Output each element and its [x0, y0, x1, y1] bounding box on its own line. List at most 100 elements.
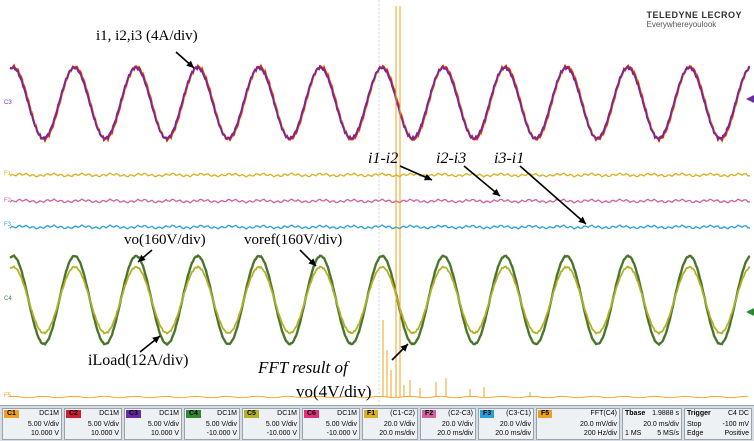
channel-scale: 5.00 V/div: [87, 421, 119, 428]
channel-box-c3[interactable]: C3 DC1M 5.00 V/div 10.000 V: [124, 408, 182, 440]
channel-label: C3: [126, 410, 141, 418]
channel-coupling: DC1M: [99, 410, 119, 417]
channel-scale: 5.00 V/div: [265, 421, 297, 428]
channel-offset: 200 Hz/div: [583, 430, 617, 437]
timebase-box[interactable]: Tbase 1.9888 s 20.0 ms/div 1 MS 5 MS/s: [622, 408, 682, 440]
waveform-display: [9, 0, 754, 405]
currents-label: i1, i2,i3 (4A/div): [96, 28, 198, 44]
diff-i2-i3-trace: [9, 198, 751, 204]
channel-offset: 20.0 ms/div: [437, 430, 473, 437]
channel-label: C5: [244, 410, 259, 418]
iload-trace: [9, 265, 751, 336]
channel-scale: 5.00 V/div: [27, 421, 59, 428]
timebase-value: 1.9888 s: [652, 410, 679, 417]
right-marker-c3: [746, 95, 754, 103]
diff23-arrow: [463, 165, 501, 197]
trigger-level: -100 mV: [722, 421, 749, 428]
channel-box-c1[interactable]: C1 DC1M 5.00 V/div 10.000 V: [2, 408, 62, 440]
diff31-arrow: [519, 165, 587, 225]
diff23-arrow-head: [492, 188, 500, 196]
channel-box-f5[interactable]: F5 FFT(C4) 20.0 mV/div 200 Hz/div: [536, 408, 620, 440]
channel-offset: -10.000 V: [266, 430, 297, 437]
channel-coupling: DC1M: [159, 410, 179, 417]
trace-marker-f3: F3: [4, 222, 12, 228]
channel-scale: 5.00 V/div: [205, 421, 237, 428]
channel-label: C6: [304, 410, 319, 418]
trigger-mode: Stop: [687, 421, 702, 428]
brand-tagline: Everywhereyoulook: [646, 20, 717, 29]
channel-box-c2[interactable]: C2 DC1M 5.00 V/div 10.000 V: [64, 408, 122, 440]
diff31-label: i3-i1: [494, 150, 525, 167]
channel-scale: 5.00 V/div: [325, 421, 357, 428]
channel-box-f1[interactable]: F1 (C1-C2) 20.0 V/div 20.0 ms/div: [362, 408, 418, 440]
voref-trace: [9, 254, 751, 346]
channel-coupling: FFT(C4): [590, 410, 617, 417]
trigger-source: C4 DC: [727, 410, 749, 417]
channel-box-f2[interactable]: F2 (C2-C3) 20.0 V/div 20.0 ms/div: [420, 408, 476, 440]
channel-label: C1: [4, 410, 19, 418]
channel-scale: 20.0 V/div: [383, 421, 415, 428]
right-marker-c4: [746, 308, 754, 316]
brand-name: TELEDYNE LECROY: [646, 10, 742, 20]
channel-coupling: DC1M: [217, 410, 237, 417]
iload-arrow-head: [152, 336, 160, 344]
channel-offset: 10.000 V: [90, 430, 119, 437]
trigger-slope: Positive: [724, 430, 749, 437]
currents-arrow-head: [186, 60, 194, 68]
fft-label-line2: vo(4V/div): [296, 382, 372, 401]
trace-marker-c3: C3: [4, 100, 12, 106]
diff12-label: i1-i2: [368, 150, 399, 167]
channel-scale: 20.0 V/div: [499, 421, 531, 428]
channel-box-c4[interactable]: C4 DC1M 5.00 V/div -10.000 V: [184, 408, 240, 440]
voref-arrow-head: [308, 258, 316, 266]
channel-coupling: (C1-C2): [390, 410, 415, 417]
brand-logo: TELEDYNE LECROY Everywhereyoulook: [646, 10, 742, 29]
trace-marker-f5: F5: [4, 393, 12, 399]
trigger-box[interactable]: Trigger C4 DC Stop -100 mV Edge Positive: [684, 408, 752, 440]
diff-i3-i1-trace: [9, 224, 751, 230]
channel-label: F3: [480, 410, 495, 418]
vo-arrow-head: [138, 254, 146, 262]
channel-offset: 10.000 V: [30, 430, 59, 437]
channel-coupling: DC1M: [337, 410, 357, 417]
channel-offset: -10.000 V: [326, 430, 357, 437]
channel-label: F5: [538, 410, 553, 418]
channel-scale: 5.00 V/div: [147, 421, 179, 428]
channel-box-c5[interactable]: C5 DC1M 5.00 V/div -10.000 V: [242, 408, 300, 440]
channel-offset: -10.000 V: [206, 430, 237, 437]
channel-offset: 10.000 V: [150, 430, 179, 437]
channel-label: C2: [66, 410, 81, 418]
timebase-rate: 5 MS/s: [657, 430, 679, 437]
trace-marker-f2: F2: [4, 198, 12, 204]
diff23-label: i2-i3: [436, 150, 467, 167]
trace-marker-f1: F1: [4, 171, 12, 177]
vo-label: vo(160V/div): [124, 232, 206, 248]
voref-label: voref(160V/div): [244, 232, 343, 248]
trigger-type: Edge: [687, 430, 704, 437]
fft-arrow-head: [400, 344, 408, 352]
channel-box-c6[interactable]: C6 DC1M 5.00 V/div -10.000 V: [302, 408, 360, 440]
channel-coupling: DC1M: [277, 410, 297, 417]
channel-offset: 20.0 ms/div: [379, 430, 415, 437]
diff-i1-i2-trace: [9, 172, 751, 178]
trigger-label: Trigger: [687, 410, 711, 417]
channel-label: F1: [364, 410, 379, 418]
channel-offset: 20.0 ms/div: [495, 430, 531, 437]
fft-label-line1: FFT result of: [258, 358, 348, 377]
iload-label: iLoad(12A/div): [88, 352, 189, 369]
trace-marker-c4: C4: [4, 296, 12, 302]
timebase-samples: 1 MS: [625, 430, 642, 437]
channel-info-bar: C1 DC1M 5.00 V/div 10.000 V C2 DC1M 5.00 V/div…: [0, 405, 754, 441]
channel-label: C4: [186, 410, 201, 418]
channel-box-f3[interactable]: F3 (C3-C1) 20.0 V/div 20.0 ms/div: [478, 408, 534, 440]
channel-scale: 20.0 V/div: [441, 421, 473, 428]
diff31-arrow-head: [578, 216, 586, 224]
timebase-label: Tbase: [625, 410, 646, 417]
fft-baseline-trace: [9, 395, 748, 399]
current-i3-trace: [9, 65, 751, 141]
timebase-div: 20.0 ms/div: [643, 421, 679, 428]
channel-scale: 20.0 mV/div: [580, 421, 617, 428]
channel-coupling: (C3-C1): [506, 410, 531, 417]
channel-coupling: (C2-C3): [448, 410, 473, 417]
